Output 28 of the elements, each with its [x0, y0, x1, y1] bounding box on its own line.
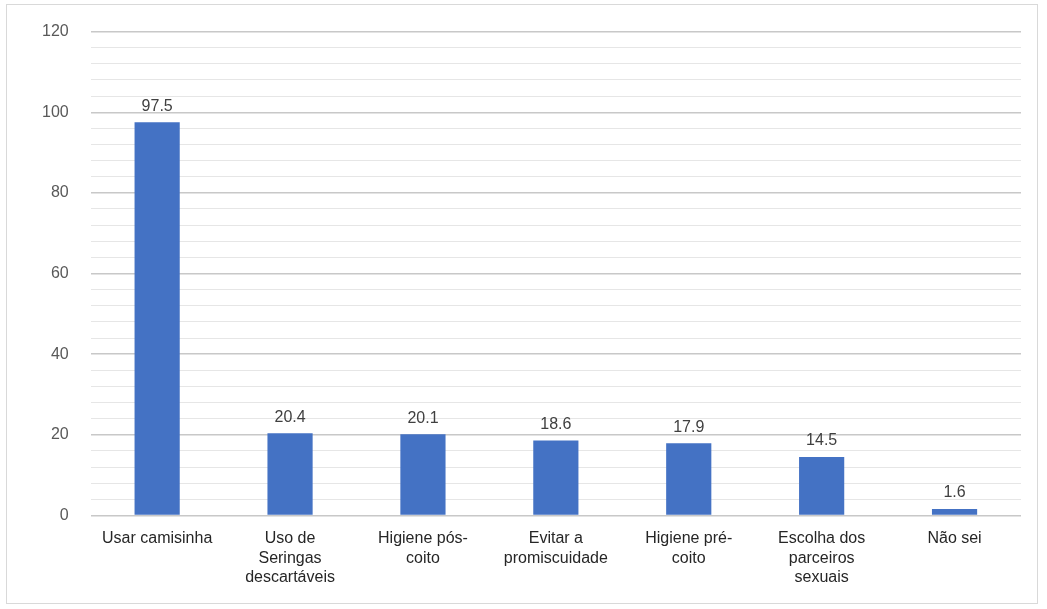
bar: [267, 433, 313, 515]
x-tick-label: Higiene pós-coito: [378, 529, 468, 566]
data-label: 17.9: [673, 417, 705, 435]
x-tick-label: Uso de Seringas descartáveis: [245, 529, 335, 585]
x-tick-label: Usar camisinha: [102, 529, 213, 547]
y-tick-label: 40: [50, 344, 69, 362]
x-tick-label: Não sei: [927, 529, 982, 547]
bar: [134, 122, 180, 515]
y-tick-label: 20: [50, 425, 69, 443]
data-label: 20.1: [407, 408, 439, 426]
data-label: 14.5: [806, 431, 838, 449]
data-label: 18.6: [540, 414, 572, 432]
y-tick-label: 100: [41, 102, 69, 120]
bar: [666, 443, 712, 515]
bar: [799, 456, 845, 515]
bar: [931, 508, 978, 515]
y-tick-label: 80: [50, 183, 69, 201]
y-tick-label: 0: [59, 505, 69, 523]
data-label: 1.6: [943, 483, 966, 501]
x-tick-label: Escolha dos parceiros sexuais: [778, 529, 866, 585]
y-tick-label: 120: [41, 22, 69, 40]
y-tick-label: 60: [50, 263, 69, 281]
data-label: 97.5: [141, 96, 173, 114]
bar: [533, 440, 579, 515]
x-tick-label: Evitar a promiscuidade: [503, 529, 608, 566]
bar: [400, 434, 446, 515]
x-tick-label: Higiene pré-coito: [645, 529, 733, 566]
data-label: 20.4: [274, 407, 306, 425]
